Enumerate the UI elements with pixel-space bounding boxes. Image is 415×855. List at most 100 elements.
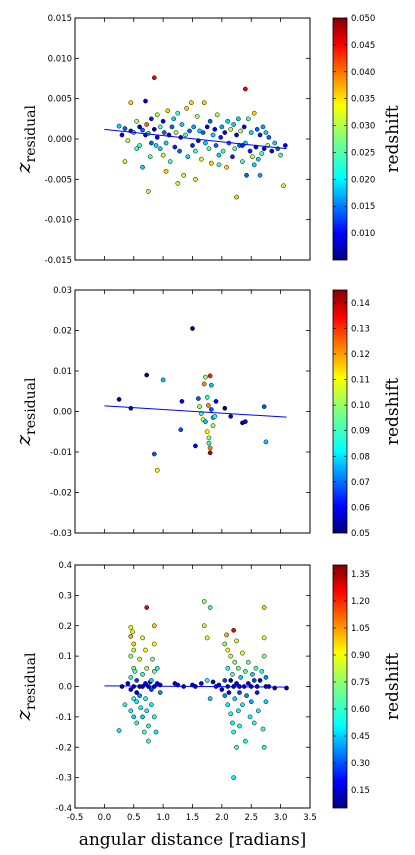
data-point: [128, 405, 134, 411]
data-point: [154, 467, 160, 473]
data-point: [128, 687, 134, 692]
data-point: [119, 132, 125, 138]
data-point: [144, 372, 150, 378]
data-point: [161, 130, 167, 135]
data-point: [146, 189, 151, 194]
data-point: [228, 414, 234, 419]
data-point: [160, 152, 166, 158]
data-point: [130, 629, 135, 635]
data-point: [245, 681, 251, 686]
data-point: [147, 154, 153, 160]
data-point: [134, 146, 140, 152]
y-axis-label-subscript: residual: [23, 652, 39, 710]
data-point: [138, 705, 144, 711]
y-tick-label: 0.02: [53, 327, 72, 337]
data-point: [131, 641, 137, 647]
data-point: [230, 154, 235, 160]
data-point: [261, 744, 267, 750]
data-point: [266, 135, 272, 140]
data-point: [207, 118, 213, 124]
data-point: [243, 738, 248, 744]
data-point: [234, 638, 239, 644]
data-point: [234, 681, 239, 686]
data-point: [234, 744, 239, 750]
data-point: [247, 714, 253, 720]
data-point: [203, 140, 208, 146]
data-point: [122, 159, 128, 164]
data-point: [220, 148, 226, 154]
panel-1: 0.0150.0100.0050.000-0.005-0.010-0.015zr…: [11, 14, 403, 266]
data-point: [213, 399, 219, 404]
data-point: [116, 397, 122, 402]
data-point: [261, 605, 267, 610]
data-point: [149, 116, 154, 122]
colorbar-tick-label: 0.05: [351, 529, 370, 539]
data-point: [206, 146, 212, 152]
y-tick-label: -0.03: [50, 529, 72, 539]
data-point: [228, 711, 234, 717]
data-point: [204, 635, 210, 641]
x-tick-label: 2.5: [244, 813, 258, 823]
data-point: [173, 130, 179, 135]
y-tick-label: -0.4: [55, 804, 72, 814]
colorbar-tick-label: 0.12: [351, 350, 370, 360]
data-point: [151, 714, 157, 720]
data-point: [151, 451, 157, 457]
data-point: [218, 135, 224, 140]
data-point: [185, 154, 191, 160]
data-point: [222, 678, 228, 683]
colorbar-tick-label: 0.040: [351, 68, 375, 78]
data-point: [269, 148, 275, 154]
data-point: [137, 693, 142, 698]
colorbar-tick-label: 0.030: [351, 122, 375, 132]
colorbar-tick-label: 0.035: [351, 95, 375, 105]
data-point: [261, 146, 267, 152]
data-point: [243, 419, 248, 424]
data-point: [231, 627, 236, 633]
data-point: [179, 122, 185, 127]
colorbar-label: redshift: [383, 653, 403, 720]
data-point: [206, 435, 212, 441]
y-tick-label: 0.3: [58, 591, 72, 601]
data-point: [201, 599, 207, 604]
data-point: [134, 690, 140, 695]
data-point: [282, 143, 288, 148]
data-point: [197, 404, 202, 409]
data-point: [257, 132, 263, 138]
data-point: [281, 183, 286, 189]
data-point: [207, 450, 213, 456]
data-point: [224, 164, 229, 170]
fit-line: [104, 405, 287, 418]
data-point: [214, 112, 220, 118]
data-point: [224, 632, 229, 638]
data-point: [216, 152, 222, 158]
data-point: [190, 326, 195, 331]
data-point: [210, 679, 216, 685]
data-point: [231, 775, 236, 780]
data-point: [151, 126, 157, 132]
data-point: [140, 672, 145, 677]
data-point: [201, 623, 207, 629]
data-point: [261, 404, 267, 409]
data-point: [143, 98, 148, 104]
data-point: [207, 696, 213, 702]
y-tick-label: -0.1: [55, 713, 72, 723]
data-point: [153, 729, 159, 735]
data-point: [222, 641, 228, 647]
data-point: [140, 635, 145, 641]
data-point: [212, 414, 218, 419]
data-point: [172, 144, 178, 150]
data-point: [219, 687, 225, 692]
colorbar-tick-label: 0.45: [351, 732, 370, 742]
x-tick-label: 3.5: [303, 813, 317, 823]
data-point: [154, 665, 160, 671]
data-point: [234, 132, 239, 138]
y-tick-label: 0.01: [53, 367, 72, 377]
data-point: [134, 118, 140, 124]
data-point: [207, 373, 213, 379]
data-point: [132, 668, 138, 674]
data-point: [140, 127, 145, 133]
data-point: [140, 714, 145, 720]
data-point: [259, 668, 265, 674]
